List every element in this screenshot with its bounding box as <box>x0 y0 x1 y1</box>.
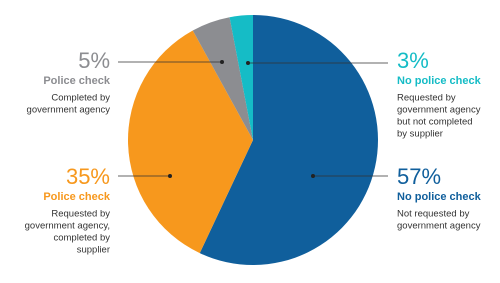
description-line: but not completed <box>397 117 473 128</box>
category-label: No police check <box>397 75 482 87</box>
description-line: government agency <box>397 105 481 116</box>
category-label: Police check <box>43 75 111 87</box>
description-line: by supplier <box>397 129 443 140</box>
pie-slice <box>192 17 253 140</box>
category-label: No police check <box>397 191 482 203</box>
description-line: Completed by <box>51 93 110 104</box>
value-label: 57% <box>397 164 441 189</box>
description-line: government agency, <box>25 221 110 232</box>
description-line: Not requested by <box>397 209 470 220</box>
value-label: 35% <box>66 164 110 189</box>
pie-slice <box>229 15 253 140</box>
value-label: 5% <box>78 48 110 73</box>
leader-dot <box>311 174 315 178</box>
description-line: government agency <box>397 221 481 232</box>
pie-slice <box>128 30 253 254</box>
value-label: 3% <box>397 48 429 73</box>
description-line: completed by <box>53 233 110 244</box>
description-line: Requested by <box>51 209 110 220</box>
pie-slice <box>199 15 378 265</box>
description-line: Requested by <box>397 93 456 104</box>
leader-dot <box>168 174 172 178</box>
description-line: government agency <box>27 105 111 116</box>
leader-dot <box>220 60 224 64</box>
category-label: Police check <box>43 191 111 203</box>
leader-dot <box>246 61 250 65</box>
description-line: supplier <box>77 245 110 256</box>
